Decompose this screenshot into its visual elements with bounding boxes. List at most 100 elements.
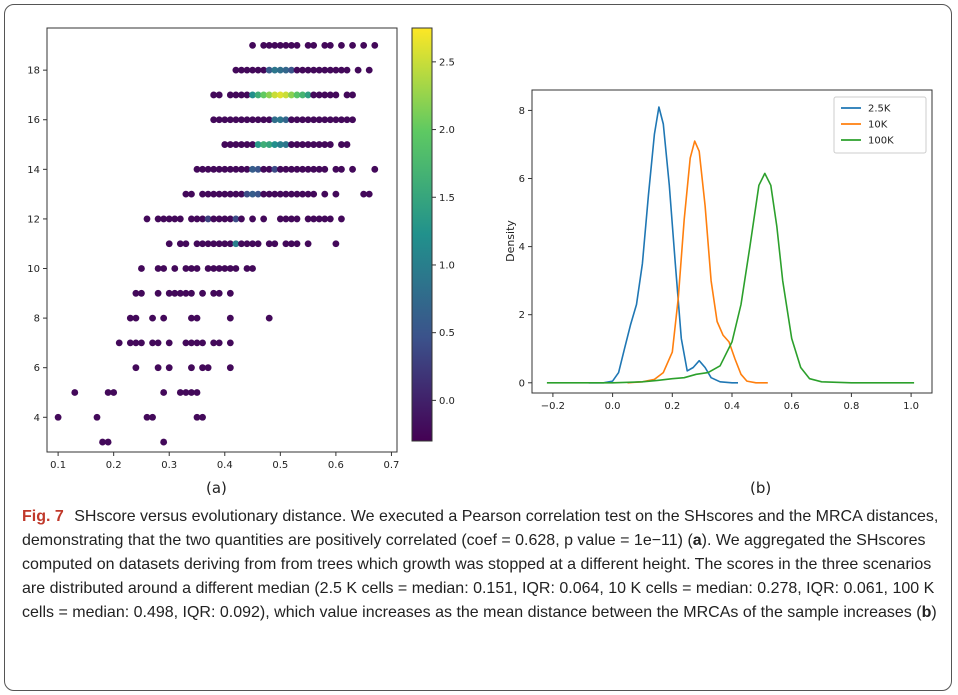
scatter-point xyxy=(326,66,334,74)
scatter-point xyxy=(204,165,212,173)
scatter-point xyxy=(260,66,268,74)
scatter-point xyxy=(154,364,162,372)
scatter-point xyxy=(349,116,356,124)
legend-entry: 100K xyxy=(868,136,894,147)
scatter-point xyxy=(249,141,256,148)
scatter-point xyxy=(238,190,245,198)
scatter-point xyxy=(132,314,140,322)
scatter-point xyxy=(193,215,201,223)
colorbar-tick-label: 0.5 xyxy=(439,328,455,339)
scatter-point xyxy=(193,389,201,396)
scatter-point xyxy=(254,190,262,198)
scatter-point xyxy=(160,314,168,322)
scatter-point xyxy=(310,165,318,173)
scatter-point xyxy=(304,141,312,148)
scatter-point xyxy=(193,240,201,248)
scatter-point xyxy=(221,141,229,148)
scatter-point xyxy=(210,289,218,297)
scatter-point xyxy=(271,141,279,148)
scatter-point xyxy=(332,240,340,248)
density-line-10k xyxy=(627,140,768,384)
scatter-point xyxy=(215,190,223,198)
scatter-x-tick-label: 0.6 xyxy=(328,460,344,470)
scatter-point xyxy=(132,339,140,347)
scatter-point xyxy=(371,41,379,49)
scatter-point xyxy=(226,339,234,347)
caption-ref-a: a xyxy=(692,532,702,549)
scatter-point xyxy=(210,91,218,99)
colorbar-tick-label: 2.0 xyxy=(439,125,455,136)
scatter-point xyxy=(249,215,256,223)
scatter-point xyxy=(226,141,234,148)
scatter-point xyxy=(204,215,212,223)
scatter-point xyxy=(160,389,168,396)
density-x-tick-label: 0.0 xyxy=(605,401,621,412)
density-x-tick-label: 0.8 xyxy=(843,401,859,412)
caption-text-2: ). We aggregated the SHscores computed o… xyxy=(22,532,935,621)
scatter-point xyxy=(204,364,212,372)
scatter-point xyxy=(188,289,195,297)
scatter-point xyxy=(343,116,351,124)
scatter-y-tick-label: 4 xyxy=(34,413,40,424)
scatter-point xyxy=(188,364,195,372)
scatter-point xyxy=(254,141,262,148)
caption-text-3: ) xyxy=(931,604,937,621)
scatter-point xyxy=(265,66,273,74)
scatter-point xyxy=(293,240,301,248)
scatter-point xyxy=(304,215,312,223)
scatter-y-tick-label: 14 xyxy=(27,165,40,176)
scatter-y-tick-label: 6 xyxy=(34,363,40,374)
scatter-point xyxy=(238,116,245,124)
scatter-point xyxy=(176,240,184,248)
scatter-point xyxy=(149,339,156,347)
scatter-point xyxy=(315,91,323,99)
scatter-point xyxy=(293,141,301,148)
scatter-point xyxy=(321,165,329,173)
scatter-point xyxy=(199,339,206,347)
panel-a-label: (a) xyxy=(206,479,227,497)
scatter-point xyxy=(238,141,245,148)
scatter-point xyxy=(226,116,234,124)
caption-ref-b: b xyxy=(921,604,932,621)
scatter-point xyxy=(143,215,151,223)
scatter-point xyxy=(71,389,79,396)
scatter-point xyxy=(226,215,234,223)
scatter-point xyxy=(199,165,206,173)
scatter-point xyxy=(293,165,301,173)
scatter-point xyxy=(215,215,223,223)
density-y-tick-label: 4 xyxy=(519,242,525,253)
scatter-point xyxy=(321,141,329,148)
scatter-point xyxy=(243,116,251,124)
scatter-point xyxy=(138,289,145,297)
scatter-point xyxy=(338,41,345,49)
scatter-point xyxy=(165,339,173,347)
density-x-tick-label: −0.2 xyxy=(541,401,565,412)
scatter-point xyxy=(265,141,273,148)
scatter-point xyxy=(193,339,201,347)
scatter-point xyxy=(249,116,256,124)
scatter-point xyxy=(349,165,356,173)
scatter-point xyxy=(276,41,284,49)
scatter-point xyxy=(265,41,273,49)
colorbar-tick-label: 1.5 xyxy=(439,193,455,204)
colorbar-tick-label: 1.0 xyxy=(439,260,455,271)
scatter-point xyxy=(276,91,284,99)
scatter-point xyxy=(226,91,234,99)
scatter-point xyxy=(271,240,279,248)
scatter-point xyxy=(182,265,190,272)
scatter-point xyxy=(232,240,240,248)
scatter-x-tick-label: 0.3 xyxy=(161,460,177,470)
scatter-point xyxy=(210,116,218,124)
scatter-point xyxy=(160,438,168,446)
scatter-point xyxy=(315,215,323,223)
scatter-point xyxy=(193,413,201,421)
scatter-point xyxy=(104,389,112,396)
scatter-point xyxy=(260,165,268,173)
scatter-point xyxy=(243,240,251,248)
scatter-point xyxy=(215,240,223,248)
scatter-point xyxy=(321,91,329,99)
scatter-point xyxy=(149,314,156,322)
scatter-point xyxy=(249,240,256,248)
scatter-point xyxy=(243,190,251,198)
scatter-point xyxy=(238,66,245,74)
